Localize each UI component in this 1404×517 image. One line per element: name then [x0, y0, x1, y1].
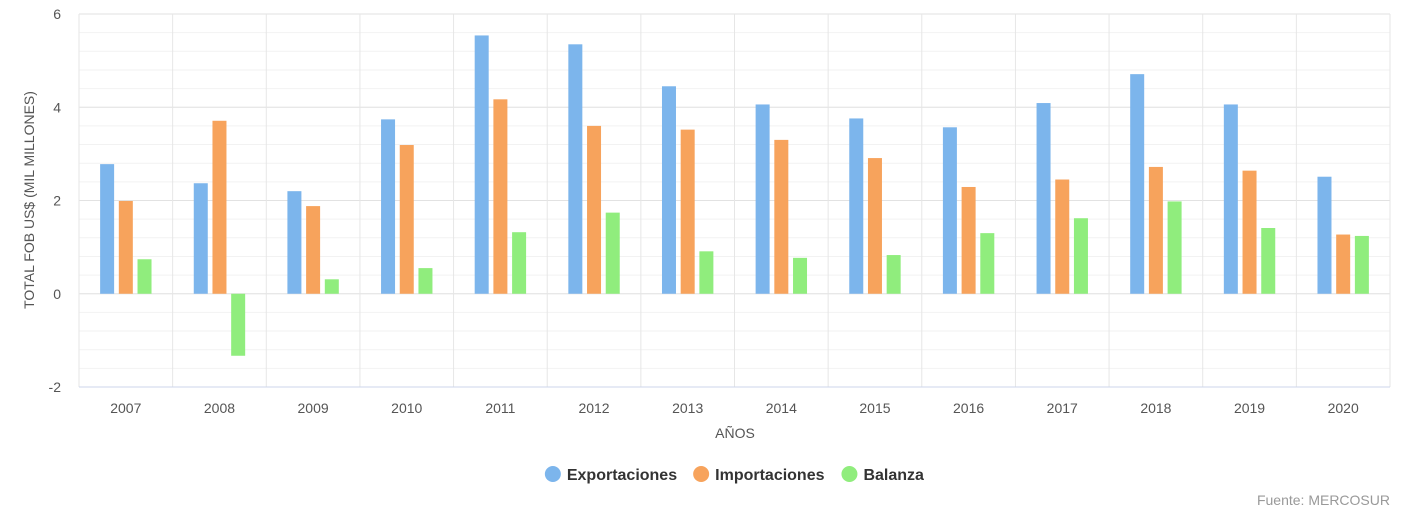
x-tick-label: 2008	[204, 400, 235, 416]
x-tick-label: 2009	[298, 400, 329, 416]
x-tick-label: 2016	[953, 400, 984, 416]
bar-exportaciones-2008[interactable]	[193, 183, 208, 294]
y-tick-label: 4	[53, 99, 61, 115]
bar-importaciones-2015[interactable]	[867, 158, 882, 294]
bar-balanza-2015[interactable]	[886, 255, 901, 294]
legend-marker-balanza	[841, 466, 858, 482]
axis-layer: -2 0 2 4 6 2007 2008 2009 2010 2011 2012 2013 2014 20…	[49, 6, 1390, 416]
bar-importaciones-2013[interactable]	[680, 129, 695, 294]
bar-importaciones-2009[interactable]	[306, 206, 321, 294]
bar-balanza-2019[interactable]	[1261, 228, 1276, 294]
bar-balanza-2010[interactable]	[418, 268, 433, 294]
y-tick-label: 0	[53, 286, 61, 302]
bar-balanza-2013[interactable]	[699, 251, 714, 294]
bar-exportaciones-2012[interactable]	[568, 44, 583, 294]
x-tick-label: 2012	[578, 400, 609, 416]
bar-importaciones-2012[interactable]	[587, 125, 602, 294]
x-tick-label: 2017	[1047, 400, 1078, 416]
bar-importaciones-2007[interactable]	[118, 200, 133, 294]
bar-balanza-2012[interactable]	[605, 212, 620, 294]
x-tick-label: 2011	[485, 400, 515, 416]
bar-exportaciones-2018[interactable]	[1130, 74, 1145, 294]
bars-layer	[100, 35, 1369, 356]
legend-marker-importaciones	[693, 466, 710, 482]
source-credit: Fuente: MERCOSUR	[1257, 492, 1390, 508]
bar-importaciones-2019[interactable]	[1242, 170, 1257, 294]
bar-exportaciones-2019[interactable]	[1223, 104, 1238, 294]
y-axis-title: TOTAL FOB US$ (MIL MILLONES)	[21, 91, 37, 309]
bar-importaciones-2010[interactable]	[399, 145, 414, 294]
bar-balanza-2009[interactable]	[324, 279, 339, 294]
bar-exportaciones-2016[interactable]	[942, 127, 957, 294]
x-tick-label: 2018	[1140, 400, 1171, 416]
x-tick-label: 2007	[110, 400, 141, 416]
x-tick-label: 2020	[1328, 400, 1359, 416]
bar-importaciones-2011[interactable]	[493, 99, 508, 294]
x-tick-label: 2013	[672, 400, 703, 416]
bar-balanza-2008[interactable]	[231, 293, 246, 356]
bar-exportaciones-2014[interactable]	[755, 104, 770, 294]
y-tick-label: 6	[53, 6, 61, 22]
x-tick-label: 2019	[1234, 400, 1265, 416]
bar-importaciones-2017[interactable]	[1055, 179, 1070, 294]
legend-marker-exportaciones	[544, 466, 561, 482]
bar-importaciones-2018[interactable]	[1148, 166, 1163, 294]
x-axis-title: AÑOS	[715, 425, 755, 441]
bar-exportaciones-2007[interactable]	[100, 164, 115, 294]
bar-exportaciones-2010[interactable]	[381, 119, 396, 294]
bar-balanza-2014[interactable]	[793, 257, 808, 294]
y-tick-label: -2	[49, 379, 62, 395]
bar-balanza-2017[interactable]	[1073, 218, 1088, 294]
bar-exportaciones-2015[interactable]	[849, 118, 864, 294]
y-tick-label: 2	[53, 193, 61, 209]
bar-balanza-2020[interactable]	[1354, 235, 1369, 294]
legend: Exportaciones Importaciones Balanza	[544, 466, 924, 484]
bar-balanza-2011[interactable]	[512, 232, 527, 294]
bar-balanza-2018[interactable]	[1167, 201, 1182, 294]
legend-item-exportaciones[interactable]: Exportaciones	[567, 467, 677, 484]
x-tick-label: 2014	[766, 400, 797, 416]
bar-exportaciones-2017[interactable]	[1036, 103, 1051, 294]
bar-balanza-2007[interactable]	[137, 259, 152, 294]
bar-importaciones-2016[interactable]	[961, 186, 976, 294]
x-tick-label: 2015	[859, 400, 890, 416]
bar-exportaciones-2009[interactable]	[287, 191, 302, 294]
legend-item-balanza[interactable]: Balanza	[863, 467, 924, 484]
bar-exportaciones-2011[interactable]	[474, 35, 489, 294]
x-tick-label: 2010	[391, 400, 422, 416]
bar-balanza-2016[interactable]	[980, 233, 995, 294]
bar-exportaciones-2013[interactable]	[661, 86, 676, 294]
bar-exportaciones-2020[interactable]	[1317, 176, 1332, 294]
bar-importaciones-2014[interactable]	[774, 139, 789, 294]
legend-item-importaciones[interactable]: Importaciones	[715, 467, 824, 484]
grid-layer	[78, 13, 1391, 388]
bar-importaciones-2020[interactable]	[1336, 234, 1351, 294]
bar-importaciones-2008[interactable]	[212, 120, 227, 294]
